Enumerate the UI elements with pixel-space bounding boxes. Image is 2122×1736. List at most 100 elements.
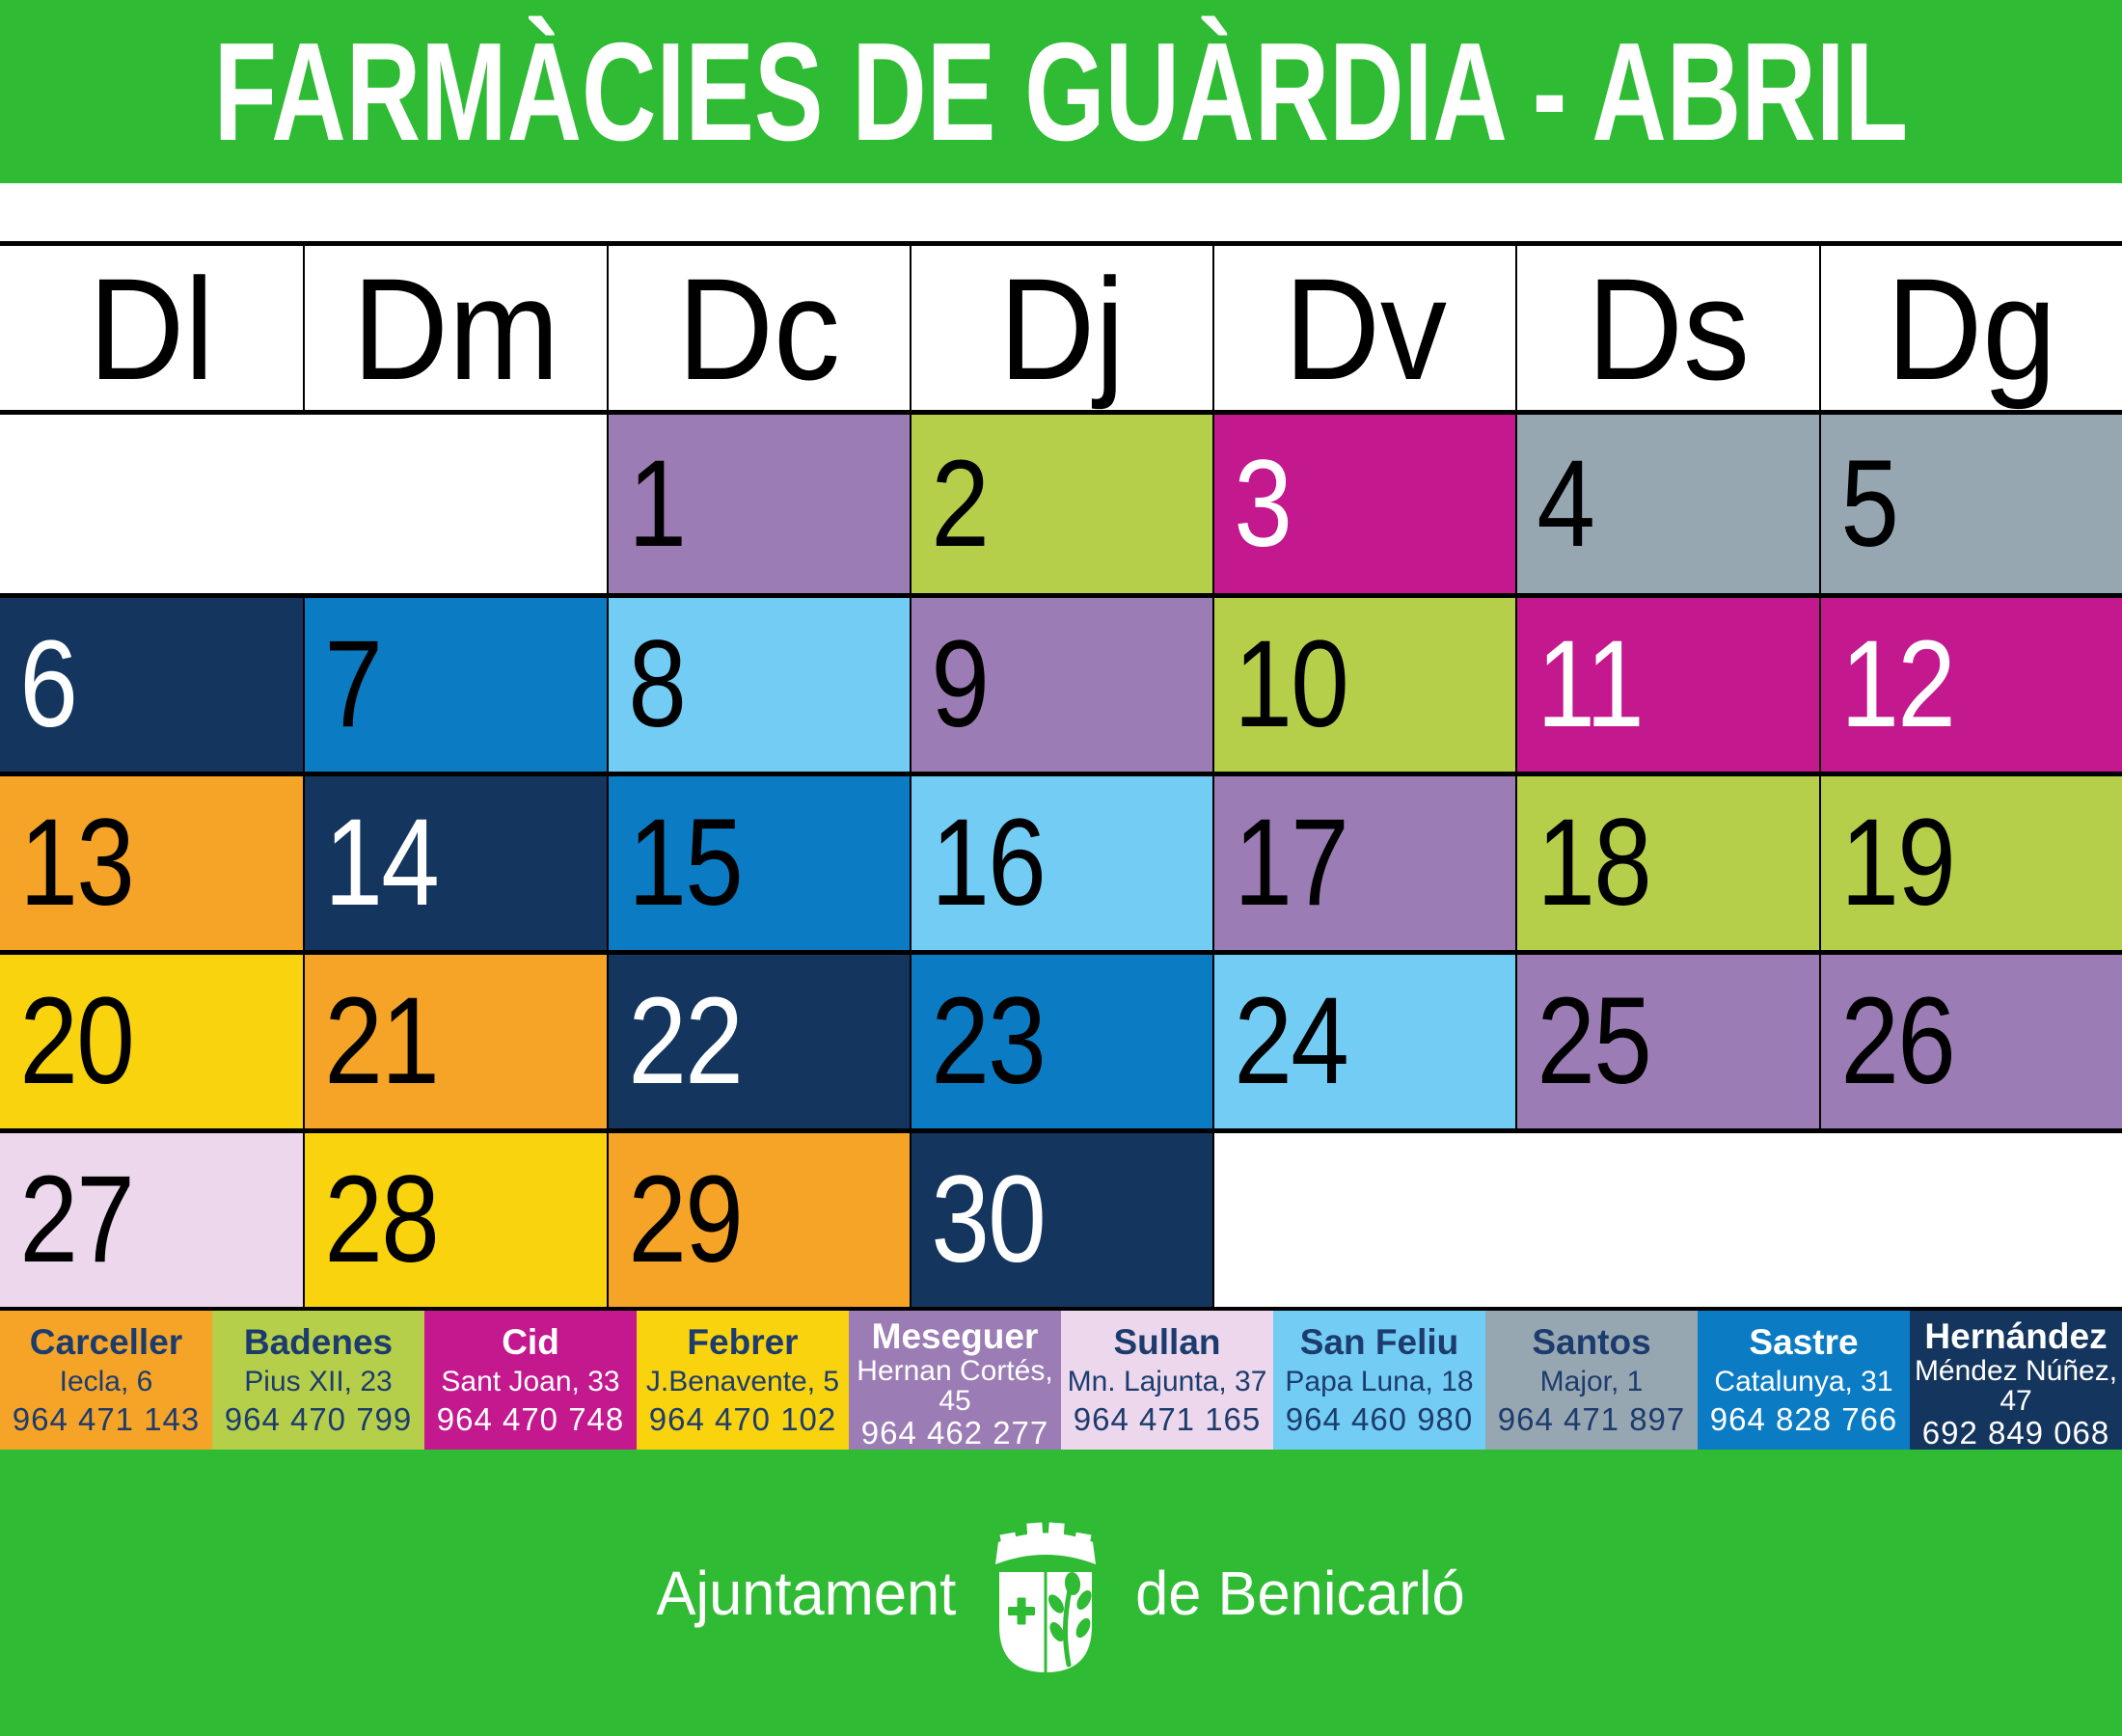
header-spacer <box>0 183 2122 241</box>
legend-pharmacy-phone: 964 470 102 <box>648 1400 837 1437</box>
calendar-cell-day-15: 15 <box>606 772 910 950</box>
day-header-ds: Ds <box>1515 246 1818 413</box>
legend-item-sullan: Sullan Mn. Lajunta, 37 964 471 165 <box>1061 1311 1273 1450</box>
calendar-cell-day-3: 3 <box>1212 415 1516 593</box>
shield-icon <box>998 1571 1092 1672</box>
legend-item-hernandez: Hernández Méndez Núñez, 47 692 849 068 <box>1910 1311 2122 1450</box>
day-number: 23 <box>931 972 1046 1110</box>
day-number: 27 <box>19 1151 134 1288</box>
footer-text-de-benicarlo: de Benicarló <box>1135 1558 1465 1628</box>
day-number: 9 <box>931 615 990 753</box>
day-header-dl: Dl <box>0 246 303 413</box>
calendar-cell-day-30: 30 <box>909 1128 1213 1307</box>
calendar-cell-day-19: 19 <box>1818 772 2122 950</box>
calendar-cell-empty <box>1212 1128 2122 1307</box>
legend-pharmacy-address: Catalunya, 31 <box>1714 1366 1893 1398</box>
day-number: 18 <box>1537 794 1652 932</box>
day-header-dj: Dj <box>909 246 1212 413</box>
day-number: 30 <box>931 1151 1046 1288</box>
day-number: 17 <box>1234 794 1349 932</box>
calendar-cell-day-7: 7 <box>303 593 607 772</box>
legend-pharmacy-name: Sastre <box>1749 1321 1859 1362</box>
legend-item-badenes: Badenes Pius XII, 23 964 470 799 <box>212 1311 424 1450</box>
day-header-label: Dj <box>998 248 1126 410</box>
pharmacy-legend: Carceller Iecla, 6 964 471 143 Badenes Pius … <box>0 1311 2122 1450</box>
legend-pharmacy-address: Papa Luna, 18 <box>1285 1366 1474 1398</box>
legend-pharmacy-address: Méndez Núñez, 47 <box>1914 1354 2118 1418</box>
legend-pharmacy-name: Carceller <box>29 1321 183 1362</box>
day-number: 21 <box>324 972 440 1110</box>
legend-pharmacy-phone: 964 470 748 <box>436 1400 625 1437</box>
day-header-dc: Dc <box>606 246 910 413</box>
day-number: 16 <box>931 794 1046 932</box>
footer-text-ajuntament: Ajuntament <box>656 1558 957 1628</box>
legend-pharmacy-address: J.Benavente, 5 <box>645 1366 840 1398</box>
shield-divider <box>1044 1571 1047 1672</box>
day-number: 29 <box>627 1151 743 1288</box>
calendar-cell-empty <box>0 415 607 593</box>
day-header-label: Ds <box>1587 248 1750 410</box>
day-number: 19 <box>1840 794 1955 932</box>
day-number: 4 <box>1537 434 1596 573</box>
legend-pharmacy-name: Meseguer <box>871 1316 1039 1356</box>
day-number: 5 <box>1840 434 1899 573</box>
day-number: 3 <box>1234 434 1293 573</box>
legend-pharmacy-name: Santos <box>1532 1321 1651 1362</box>
day-number: 6 <box>19 615 78 753</box>
day-number: 8 <box>627 615 687 753</box>
calendar-cell-day-23: 23 <box>909 950 1213 1128</box>
calendar-cell-day-27: 27 <box>0 1128 304 1307</box>
calendar-cell-day-6: 6 <box>0 593 304 772</box>
day-header-label: Dl <box>88 248 215 410</box>
day-header-label: Dc <box>677 248 841 410</box>
calendar-cell-day-4: 4 <box>1515 415 1819 593</box>
header-band: FARMÀCIES DE GUÀRDIA - ABRIL <box>0 0 2122 183</box>
calendar-cell-day-5: 5 <box>1818 415 2122 593</box>
ajuntament-benicarlo-crest-logo <box>994 1521 1096 1672</box>
legend-pharmacy-name: Badenes <box>243 1321 394 1362</box>
day-number: 10 <box>1234 615 1349 753</box>
day-number: 28 <box>324 1151 440 1288</box>
day-number: 24 <box>1234 972 1349 1110</box>
legend-pharmacy-name: Cid <box>502 1321 559 1362</box>
footer-band: Ajuntament <box>0 1450 2122 1736</box>
calendar-cell-day-18: 18 <box>1515 772 1819 950</box>
legend-pharmacy-phone: 964 460 980 <box>1285 1400 1474 1437</box>
day-number: 2 <box>931 434 990 573</box>
day-number: 25 <box>1537 972 1652 1110</box>
day-header-dv: Dv <box>1212 246 1515 413</box>
calendar-cell-day-26: 26 <box>1818 950 2122 1128</box>
calendar-grid: 1 2 3 4 5 6 7 8 9 10 11 12 13 14 15 16 17 18 19 20 21 22 23 24 2… <box>0 415 2122 1311</box>
page-title: FARMÀCIES DE GUÀRDIA - ABRIL <box>213 13 1909 170</box>
legend-pharmacy-address: Pius XII, 23 <box>244 1366 393 1398</box>
day-header-label: Dg <box>1886 248 2057 410</box>
legend-pharmacy-phone: 964 471 165 <box>1073 1400 1262 1437</box>
day-number: 7 <box>324 615 384 753</box>
legend-pharmacy-phone: 964 462 277 <box>860 1414 1049 1451</box>
calendar-cell-day-14: 14 <box>303 772 607 950</box>
calendar-cell-day-13: 13 <box>0 772 304 950</box>
day-header-dm: Dm <box>303 246 606 413</box>
legend-pharmacy-address: Iecla, 6 <box>59 1366 153 1398</box>
day-number: 11 <box>1537 615 1645 753</box>
legend-pharmacy-name: Hernández <box>1924 1316 2108 1356</box>
day-number: 15 <box>627 794 743 932</box>
legend-pharmacy-name: Febrer <box>687 1321 799 1362</box>
day-header-row: Dl Dm Dc Dj Dv Ds Dg <box>0 241 2122 415</box>
day-number: 14 <box>324 794 440 932</box>
calendar-cell-day-12: 12 <box>1818 593 2122 772</box>
calendar-cell-day-28: 28 <box>303 1128 607 1307</box>
legend-pharmacy-address: Major, 1 <box>1539 1366 1644 1398</box>
calendar-cell-day-24: 24 <box>1212 950 1516 1128</box>
calendar-cell-day-2: 2 <box>909 415 1213 593</box>
legend-item-carceller: Carceller Iecla, 6 964 471 143 <box>0 1311 212 1450</box>
day-number: 13 <box>19 794 134 932</box>
legend-pharmacy-address: Hernan Cortés, 45 <box>857 1354 1053 1418</box>
legend-pharmacy-phone: 692 849 068 <box>1921 1414 2110 1451</box>
legend-pharmacy-address: Mn. Lajunta, 37 <box>1067 1366 1267 1398</box>
plant-sprig-icon <box>1047 1571 1092 1667</box>
legend-pharmacy-phone: 964 470 799 <box>224 1400 413 1437</box>
calendar-cell-day-20: 20 <box>0 950 304 1128</box>
legend-pharmacy-phone: 964 471 897 <box>1497 1400 1686 1437</box>
